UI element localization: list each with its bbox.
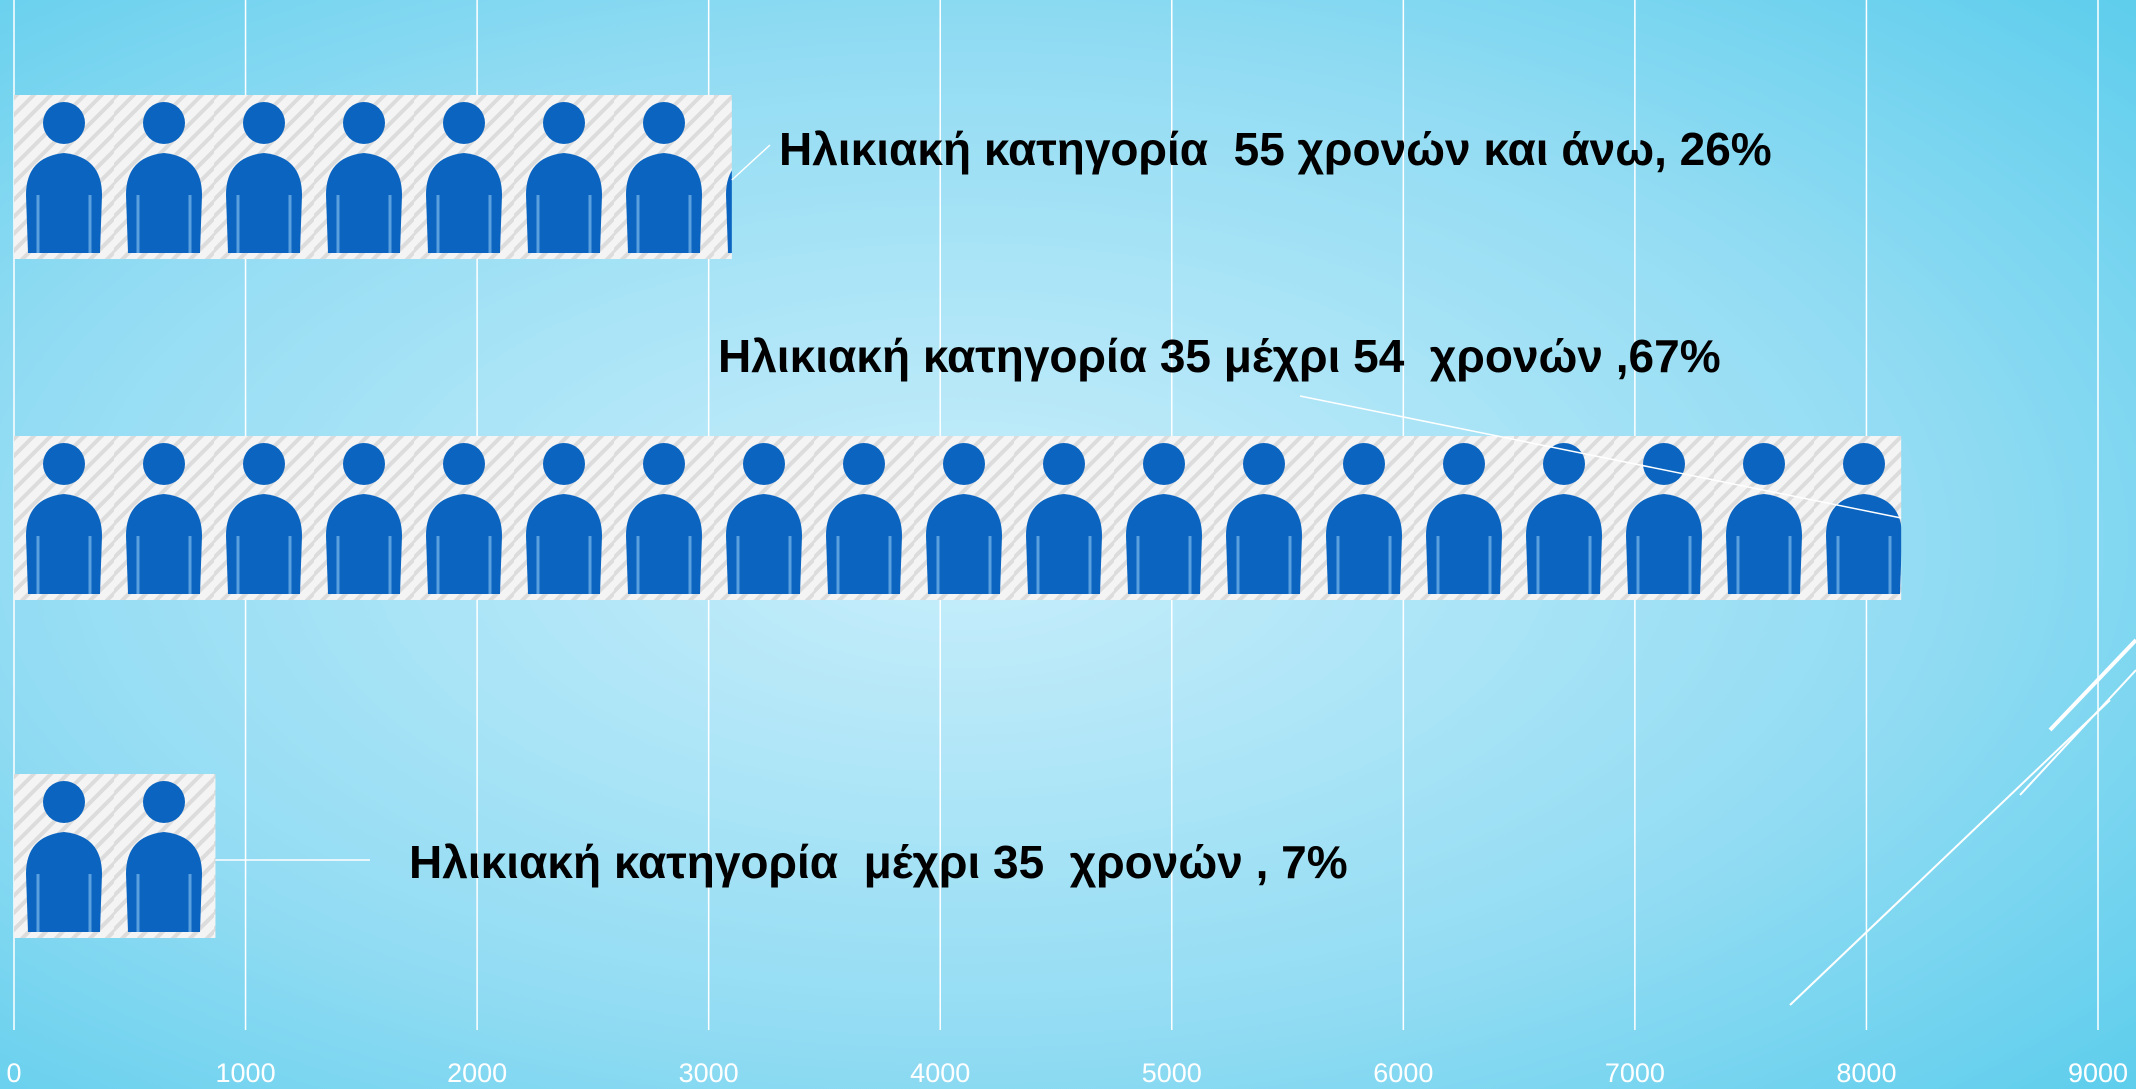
x-tick-label: 9000 bbox=[2068, 1058, 2128, 1088]
x-tick-label: 5000 bbox=[1142, 1058, 1202, 1088]
x-tick-label: 2000 bbox=[447, 1058, 507, 1088]
x-tick-label: 7000 bbox=[1605, 1058, 1665, 1088]
category-label: Ηλικιακή κατηγορία μέχρι 35 χρονών , 7% bbox=[409, 836, 1348, 888]
bar bbox=[14, 774, 216, 938]
bar bbox=[14, 95, 732, 259]
category-label: Ηλικιακή κατηγορία 55 χρονών και άνω, 26… bbox=[779, 123, 1772, 175]
category-label: Ηλικιακή κατηγορία 35 μέχρι 54 χρονών ,6… bbox=[718, 330, 1721, 382]
x-tick-label: 8000 bbox=[1836, 1058, 1896, 1088]
x-tick-label: 0 bbox=[6, 1058, 21, 1088]
x-tick-label: 4000 bbox=[910, 1058, 970, 1088]
bar-group bbox=[14, 436, 1902, 600]
bar bbox=[14, 436, 1902, 600]
x-tick-label: 6000 bbox=[1373, 1058, 1433, 1088]
bar-group bbox=[14, 95, 732, 259]
x-tick-label: 1000 bbox=[216, 1058, 276, 1088]
leader-line bbox=[731, 144, 771, 181]
leader-line bbox=[1299, 395, 1902, 519]
x-tick-label: 3000 bbox=[679, 1058, 739, 1088]
decoration bbox=[1789, 638, 2136, 1006]
bar-group bbox=[14, 774, 216, 938]
